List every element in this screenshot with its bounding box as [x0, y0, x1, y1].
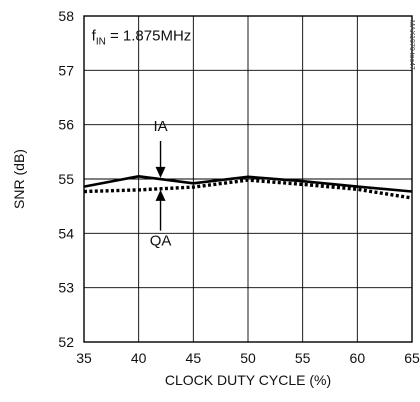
- qa-arrow-head: [155, 189, 166, 201]
- y-tick-label: 57: [58, 62, 74, 78]
- x-tick-label: 35: [76, 350, 92, 366]
- series-line-ia: [83, 175, 413, 193]
- tick-labels: 35 40 45 50 55 60 65 52 53 54 55 56 57 58: [58, 8, 420, 366]
- y-tick-label: 53: [58, 280, 74, 296]
- frequency-annotation-main: f: [92, 27, 97, 44]
- x-tick-label: 50: [240, 350, 256, 366]
- series-line-qa: [83, 178, 413, 200]
- plot-border: [83, 15, 413, 343]
- series-layer: [83, 175, 413, 200]
- y-tick-label: 54: [58, 225, 74, 241]
- frequency-annotation-value: = 1.875MHz: [106, 27, 191, 44]
- x-tick-label: 45: [186, 350, 202, 366]
- series-label-arrows: [155, 140, 166, 231]
- figure-code: MAX1070 toc47: [408, 20, 415, 70]
- plot-frame: [83, 15, 413, 343]
- series-label-ia: IA: [153, 118, 167, 135]
- y-tick-label: 58: [58, 8, 74, 24]
- y-tick-label: 55: [58, 171, 74, 187]
- y-tick-label: 56: [58, 117, 74, 133]
- x-tick-label: 40: [131, 350, 147, 366]
- frequency-annotation: fIN = 1.875MHz: [92, 27, 192, 47]
- ia-arrow-head: [155, 166, 166, 178]
- x-tick-label: 60: [350, 350, 366, 366]
- series-labels: IA QA: [150, 118, 172, 249]
- frequency-annotation-subscript: IN: [96, 36, 106, 47]
- x-tick-label: 65: [404, 350, 420, 366]
- y-tick-label: 52: [58, 334, 74, 350]
- x-tick-label: 55: [295, 350, 311, 366]
- x-axis-label: CLOCK DUTY CYCLE (%): [165, 372, 331, 388]
- y-axis-label: SNR (dB): [11, 149, 27, 209]
- series-label-qa: QA: [150, 232, 172, 249]
- gridlines: [84, 16, 412, 342]
